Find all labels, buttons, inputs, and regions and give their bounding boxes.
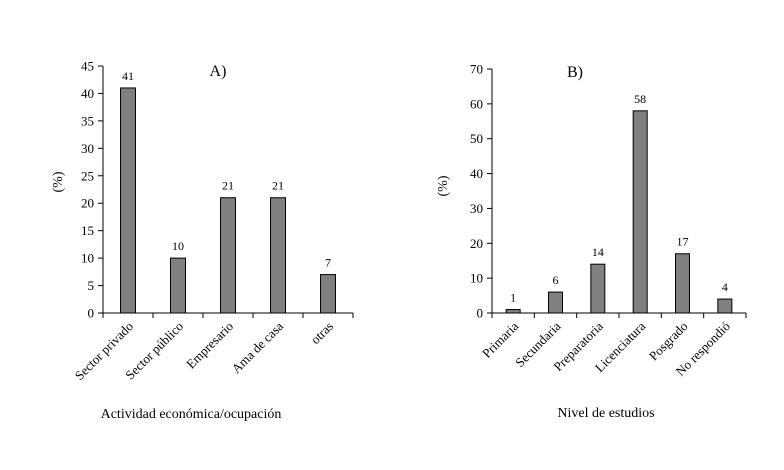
y-tick-label: 30 [470,201,483,216]
y-tick-label: 15 [81,223,94,238]
bar [120,87,136,314]
panel-title: B) [567,64,583,81]
data-label: 7 [325,256,331,270]
x-axis-label: Nivel de estudios [557,406,654,421]
bar [270,197,286,314]
bar [632,110,648,314]
y-tick-label: 20 [470,236,483,251]
bar [590,263,606,314]
data-label: 41 [122,69,134,83]
category-label: Primaria [479,318,521,360]
bar [717,298,733,314]
category-label: Ama de casa [229,318,287,376]
data-label: 1 [510,291,516,305]
y-tick-label: 30 [81,141,94,156]
y-tick-label: 5 [88,278,95,293]
y-tick-label: 0 [477,306,484,321]
y-tick-label: 70 [470,62,483,77]
bar [675,253,690,314]
category-label: otras [308,319,336,347]
data-label: 21 [272,179,284,193]
data-label: 17 [677,235,689,249]
data-label: 21 [222,179,234,193]
category-label: Empresario [183,319,236,372]
panel-title: A) [210,63,227,80]
y-tick-label: 60 [470,96,483,111]
data-label: 10 [172,239,184,253]
y-tick-label: 45 [81,59,94,74]
data-label: 14 [592,245,604,259]
y-tick-label: 40 [81,86,94,101]
y-axis-label: (%) [436,175,451,196]
y-tick-label: 25 [81,168,94,183]
y-tick-label: 35 [81,113,94,128]
bar [505,309,521,314]
y-tick-label: 10 [81,251,94,266]
bar [320,274,336,314]
y-tick-label: 10 [470,271,483,286]
y-tick-label: 0 [88,306,95,321]
y-tick-label: 20 [81,196,94,211]
data-label: 58 [634,92,646,106]
bar [220,197,236,314]
bar [548,291,563,314]
y-tick-label: 50 [470,131,483,146]
bar [170,257,186,314]
y-tick-label: 40 [470,166,483,181]
chart-panel-b: 0102030405060701Primaria6Secundaria14Pre… [436,62,747,421]
data-label: 4 [722,280,728,294]
data-label: 6 [553,273,559,287]
x-axis-label: Actividad económica/ocupación [101,407,282,422]
y-axis-label: (%) [51,171,66,192]
